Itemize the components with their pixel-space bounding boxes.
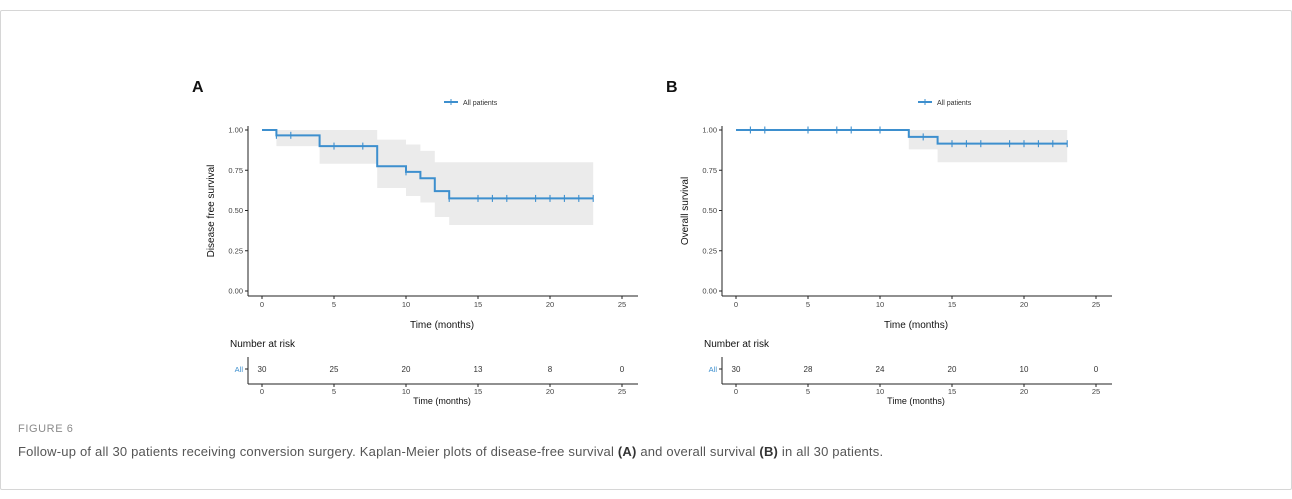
y-tick-label: 0.25 (702, 246, 717, 255)
risk-table-strata-label: All (709, 365, 718, 374)
x-tick-label: 15 (474, 300, 482, 309)
risk-count: 0 (1094, 365, 1099, 374)
risk-count: 30 (258, 365, 267, 374)
risk-x-tick-label: 20 (546, 387, 554, 396)
y-tick-label: 1.00 (702, 126, 717, 135)
x-tick-label: 20 (546, 300, 554, 309)
y-tick-label: 0.00 (702, 287, 717, 296)
figure-frame (0, 10, 1292, 490)
risk-count: 10 (1020, 365, 1029, 374)
risk-x-tick-label: 25 (1092, 387, 1100, 396)
risk-count: 30 (732, 365, 741, 374)
risk-x-tick-label: 5 (806, 387, 810, 396)
panel-letter: B (666, 79, 678, 96)
caption-part-3: in all 30 patients. (778, 444, 884, 459)
x-tick-label: 15 (948, 300, 956, 309)
km-panel-a: A All patients 0.00 0.25 0.50 0.75 1.00 0 5 10 15 2… (192, 79, 638, 406)
x-axis-title: Time (months) (884, 320, 948, 331)
risk-count: 0 (620, 365, 625, 374)
panel-letter: A (192, 79, 204, 96)
legend-label: All patients (937, 100, 972, 107)
x-axis-title: Time (months) (410, 320, 474, 331)
x-tick-label: 5 (332, 300, 336, 309)
caption-ref-b: (B) (759, 444, 779, 459)
risk-x-tick-label: 0 (260, 387, 264, 396)
risk-x-tick-label: 0 (734, 387, 738, 396)
risk-count: 8 (548, 365, 553, 374)
risk-x-tick-label: 15 (948, 387, 956, 396)
y-tick-label: 0.50 (228, 206, 243, 215)
y-tick-label: 0.75 (228, 166, 243, 175)
y-tick-label: 1.00 (228, 126, 243, 135)
y-axis-title: Disease free survival (206, 165, 217, 258)
risk-count: 20 (948, 365, 957, 374)
risk-count: 24 (876, 365, 885, 374)
risk-table-strata-label: All (235, 365, 244, 374)
risk-count: 25 (330, 365, 339, 374)
risk-x-tick-label: 20 (1020, 387, 1028, 396)
risk-x-tick-label: 10 (402, 387, 410, 396)
risk-x-tick-label: 25 (618, 387, 626, 396)
risk-x-tick-label: 10 (876, 387, 884, 396)
y-tick-label: 0.50 (702, 206, 717, 215)
risk-table-title: Number at risk (704, 339, 770, 350)
figure-label: FIGURE 6 (18, 423, 74, 435)
x-tick-label: 10 (402, 300, 410, 309)
x-tick-label: 20 (1020, 300, 1028, 309)
risk-table-title: Number at risk (230, 339, 296, 350)
caption-part-2: and overall survival (636, 444, 760, 459)
x-tick-label: 5 (806, 300, 810, 309)
caption-part-1: Follow-up of all 30 patients receiving c… (18, 444, 618, 459)
x-tick-label: 0 (260, 300, 264, 309)
y-axis-title: Overall survival (680, 177, 691, 245)
risk-x-axis-title: Time (months) (887, 396, 945, 406)
caption-ref-a: (A) (617, 444, 637, 459)
km-panel-b: B All patients 0.00 0.25 0.50 0.75 1.00 0 5 10 15 2… (666, 79, 1112, 406)
risk-count: 28 (804, 365, 813, 374)
risk-count: 20 (402, 365, 411, 374)
risk-count: 13 (474, 365, 483, 374)
y-tick-label: 0.75 (702, 166, 717, 175)
x-tick-label: 0 (734, 300, 738, 309)
y-tick-label: 0.25 (228, 246, 243, 255)
confidence-band (736, 130, 1068, 163)
risk-x-tick-label: 15 (474, 387, 482, 396)
figure-caption: Follow-up of all 30 patients receiving c… (18, 444, 883, 459)
x-tick-label: 25 (1092, 300, 1100, 309)
y-tick-label: 0.00 (228, 287, 243, 296)
x-tick-label: 25 (618, 300, 626, 309)
legend-label: All patients (463, 100, 498, 107)
risk-x-tick-label: 5 (332, 387, 336, 396)
x-tick-label: 10 (876, 300, 884, 309)
risk-x-axis-title: Time (months) (413, 396, 471, 406)
